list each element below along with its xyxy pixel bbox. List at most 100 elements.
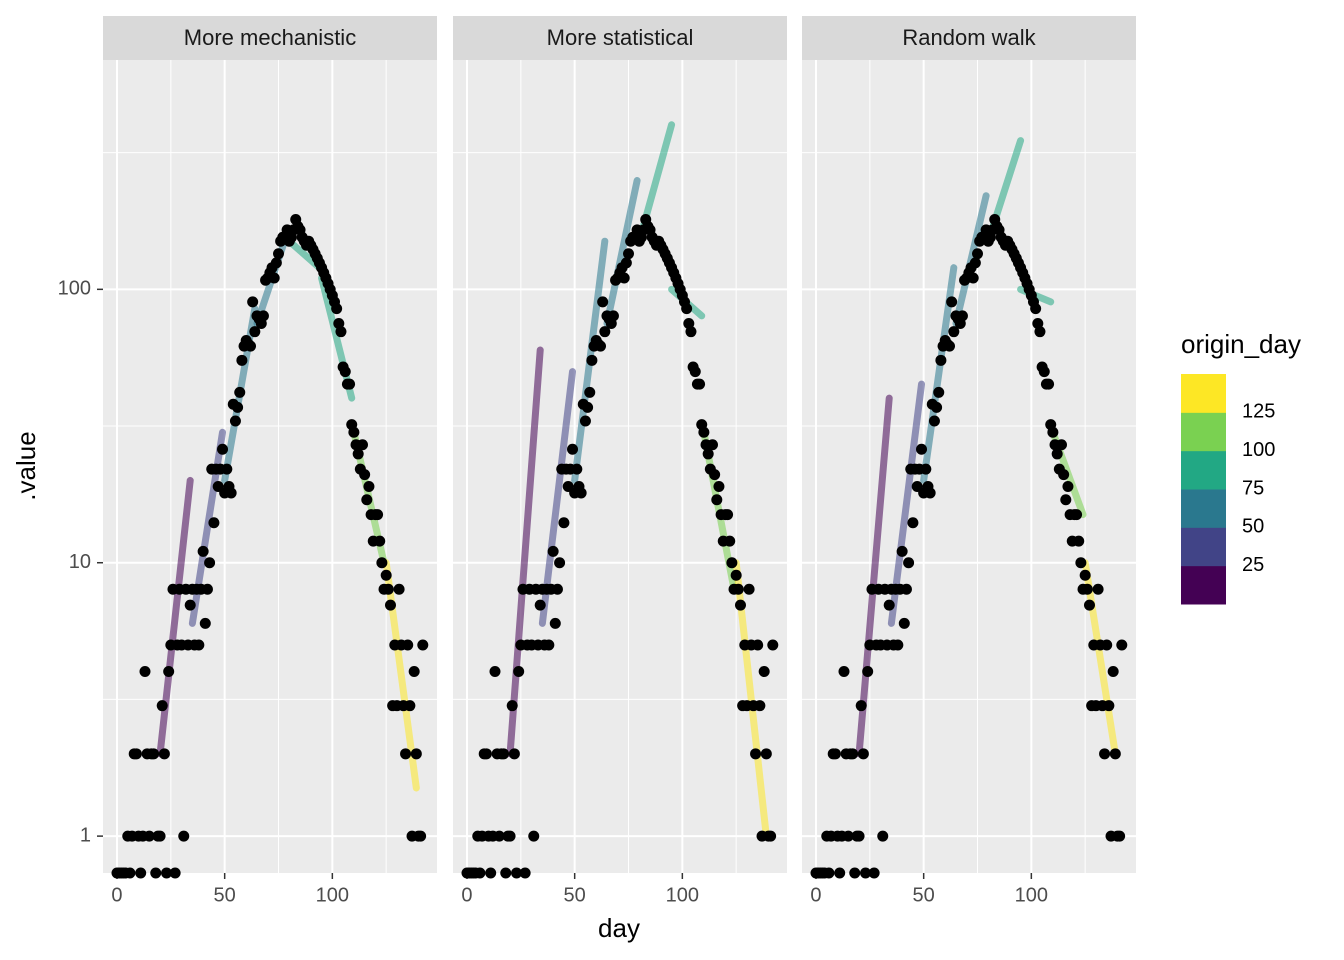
observed-point (892, 639, 904, 651)
observed-point (124, 867, 136, 879)
strip-label: More statistical (547, 25, 694, 50)
observed-point (184, 599, 196, 611)
observed-point (713, 481, 725, 493)
observed-point (485, 867, 497, 879)
observed-point (513, 666, 525, 678)
observed-point (480, 748, 492, 760)
x-tick-label: 100 (666, 884, 699, 906)
forecast-line (538, 368, 577, 627)
observed-point (916, 443, 928, 455)
observed-point (500, 867, 512, 879)
observed-point (221, 463, 233, 475)
observed-point (554, 557, 566, 569)
strip-background (453, 16, 787, 60)
observed-point (1099, 748, 1111, 760)
x-tick-label: 0 (461, 884, 472, 906)
colorbar-bin (1181, 565, 1226, 605)
observed-point (767, 639, 779, 651)
observed-point (758, 666, 770, 678)
observed-point (158, 748, 170, 760)
observed-point (896, 545, 908, 557)
observed-point (130, 748, 142, 760)
strip-background (802, 16, 1136, 60)
observed-point (709, 469, 721, 481)
observed-point (1101, 639, 1113, 651)
observed-point (1071, 509, 1083, 521)
observed-point (1060, 494, 1072, 506)
observed-point (752, 639, 764, 651)
observed-point (508, 748, 520, 760)
observed-point (834, 867, 846, 879)
observed-point (410, 748, 422, 760)
forecast-line (1081, 559, 1119, 758)
observed-point (862, 666, 874, 678)
observed-point (519, 867, 531, 879)
y-tick-label: 100 (58, 278, 91, 300)
observed-point (232, 401, 244, 413)
observed-point (402, 639, 414, 651)
observed-point (584, 386, 596, 398)
panel-data (461, 121, 779, 879)
observed-point (685, 326, 697, 338)
observed-point (849, 867, 861, 879)
observed-point (208, 517, 220, 529)
observed-point (229, 415, 241, 427)
observed-point (847, 748, 859, 760)
panel-data (810, 137, 1128, 879)
observed-point (702, 448, 714, 460)
observed-point (1038, 366, 1050, 378)
observed-point (935, 354, 947, 366)
observed-point (1092, 583, 1104, 595)
observed-point (361, 494, 373, 506)
observed-point (1107, 666, 1119, 678)
observed-point (247, 296, 259, 308)
legend-label: 25 (1242, 554, 1264, 576)
observed-point (883, 599, 895, 611)
observed-point (335, 326, 347, 338)
observed-point (857, 748, 869, 760)
observed-point (382, 583, 394, 595)
observed-point (236, 354, 248, 366)
x-tick-label: 100 (1015, 884, 1048, 906)
forecast-line (506, 346, 544, 758)
strip-label: Random walk (902, 25, 1036, 50)
observed-point (528, 830, 540, 842)
observed-point (178, 830, 190, 842)
observed-point (1034, 326, 1046, 338)
observed-point (489, 666, 501, 678)
observed-point (380, 569, 392, 581)
observed-point (163, 666, 175, 678)
forecast-line (887, 380, 926, 627)
observed-point (623, 248, 635, 260)
observed-point (1062, 481, 1074, 493)
observed-point (1055, 439, 1067, 451)
observed-point (900, 583, 912, 595)
observed-point (352, 448, 364, 460)
observed-point (549, 617, 561, 629)
observed-point (169, 867, 181, 879)
observed-point (842, 830, 854, 842)
legend-title: origin_day (1181, 329, 1301, 359)
observed-point (400, 748, 412, 760)
observed-point (348, 426, 360, 438)
observed-point (760, 748, 772, 760)
x-tick-label: 50 (214, 884, 236, 906)
observed-point (972, 248, 984, 260)
observed-point (732, 583, 744, 595)
observed-point (956, 310, 968, 322)
forecast-line (855, 394, 893, 758)
observed-point (156, 700, 168, 712)
observed-point (765, 830, 777, 842)
legend-label: 75 (1242, 477, 1264, 499)
legend-label: 50 (1242, 516, 1264, 538)
observed-point (571, 463, 583, 475)
observed-point (143, 830, 155, 842)
observed-point (393, 583, 405, 595)
observed-point (868, 867, 880, 879)
observed-point (618, 272, 630, 284)
observed-point (853, 830, 865, 842)
observed-point (161, 867, 173, 879)
observed-point (931, 401, 943, 413)
x-tick-label: 50 (564, 884, 586, 906)
observed-point (1073, 535, 1085, 547)
